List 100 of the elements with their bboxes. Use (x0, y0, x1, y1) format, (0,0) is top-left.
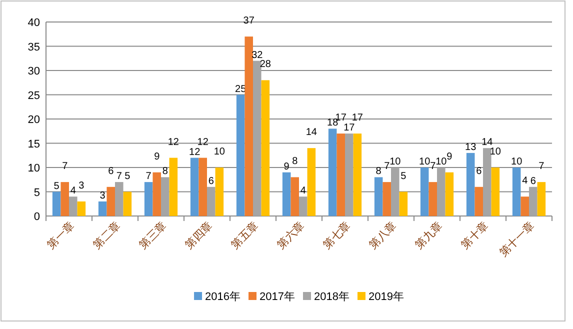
data-label: 18 (327, 118, 339, 129)
data-label: 5 (124, 170, 131, 182)
data-label: 7 (62, 161, 68, 172)
y-tick-label: 15 (28, 138, 40, 150)
data-label: 10 (419, 156, 431, 168)
x-tick-label: 第七章 (320, 218, 354, 252)
data-label: 14 (482, 137, 494, 148)
legend-label: 2018年 (314, 291, 350, 303)
x-tick-label: 第二章 (90, 218, 124, 252)
bar (520, 196, 529, 216)
bar (491, 168, 500, 216)
bar (52, 192, 61, 216)
data-label: 6 (108, 166, 114, 177)
data-label: 3 (100, 190, 106, 202)
bar (537, 182, 546, 216)
bar (391, 168, 400, 216)
bar (282, 172, 291, 216)
data-label: 8 (376, 166, 382, 178)
bar (253, 60, 262, 216)
data-label: 6 (530, 176, 536, 187)
data-label: 17 (352, 112, 364, 124)
data-label: 8 (162, 166, 168, 178)
bar (529, 186, 538, 216)
bar (474, 186, 483, 216)
bar (336, 134, 345, 216)
bar (299, 196, 308, 216)
y-tick-label: 35 (28, 41, 40, 54)
bar (420, 168, 429, 216)
bar (445, 172, 454, 216)
bar (353, 134, 362, 216)
bar (236, 94, 245, 216)
bar (169, 158, 178, 216)
bar (290, 177, 299, 216)
bar (60, 182, 69, 216)
bar (207, 186, 216, 216)
bar (152, 172, 161, 216)
x-tick-label: 第一章 (44, 218, 78, 252)
bar (466, 152, 475, 216)
data-label: 5 (400, 170, 407, 182)
legend-label: 2016年 (205, 291, 241, 303)
y-tick-label: 10 (28, 162, 40, 174)
x-tick-label: 第十章 (458, 218, 492, 252)
data-label: 12 (197, 136, 209, 148)
bar (190, 158, 199, 216)
data-label: 7 (538, 161, 545, 172)
legend-label: 2019年 (368, 291, 404, 303)
bar (399, 192, 408, 216)
x-tick-label: 第四章 (182, 218, 216, 252)
x-tick-label: 第三章 (136, 218, 170, 252)
data-label: 37 (243, 16, 255, 27)
data-label: 3 (78, 180, 85, 192)
data-label: 9 (154, 151, 160, 162)
data-label: 10 (214, 146, 226, 158)
data-label: 6 (208, 176, 214, 187)
x-tick-label: 第六章 (274, 218, 308, 252)
bar (244, 36, 253, 216)
bar (106, 186, 115, 216)
bar (512, 168, 521, 216)
x-tick-label: 第八章 (366, 218, 400, 252)
data-label: 8 (292, 156, 298, 168)
y-tick-label: 0 (34, 211, 40, 223)
bar (261, 80, 270, 216)
data-label: 10 (390, 156, 402, 168)
data-label: 12 (189, 146, 201, 158)
bar (328, 128, 337, 216)
bar (144, 182, 153, 216)
data-label: 9 (284, 161, 290, 172)
y-tick-label: 25 (28, 90, 40, 102)
data-label: 12 (168, 136, 180, 148)
bar (374, 177, 383, 216)
bar (77, 201, 86, 216)
bar (307, 148, 316, 216)
x-tick-label: 第九章 (412, 218, 446, 252)
data-label: 10 (511, 156, 523, 168)
legend-label: 2017年 (260, 291, 295, 303)
data-label: 7 (146, 171, 152, 182)
data-label: 13 (465, 142, 477, 153)
bar (437, 168, 446, 216)
y-tick-label: 40 (28, 17, 40, 29)
data-label: 4 (522, 176, 528, 187)
x-tick-label: 第十一章 (496, 218, 538, 260)
bar (98, 201, 107, 216)
bar (123, 192, 132, 216)
data-label: 4 (70, 186, 76, 197)
bar (345, 134, 354, 216)
bar (69, 196, 78, 216)
data-label: 10 (490, 146, 502, 158)
data-label: 10 (436, 156, 448, 168)
data-label: 7 (384, 161, 390, 172)
data-label: 6 (476, 166, 482, 177)
y-tick-label: 20 (28, 114, 40, 126)
bar (483, 148, 492, 216)
bar (161, 177, 170, 216)
data-label: 7 (116, 171, 122, 182)
data-label: 7 (430, 161, 436, 172)
data-label: 9 (446, 151, 453, 162)
bar (428, 182, 437, 216)
y-tick-label: 30 (28, 66, 40, 78)
data-label: 28 (260, 59, 272, 70)
data-label: 17 (344, 122, 356, 134)
